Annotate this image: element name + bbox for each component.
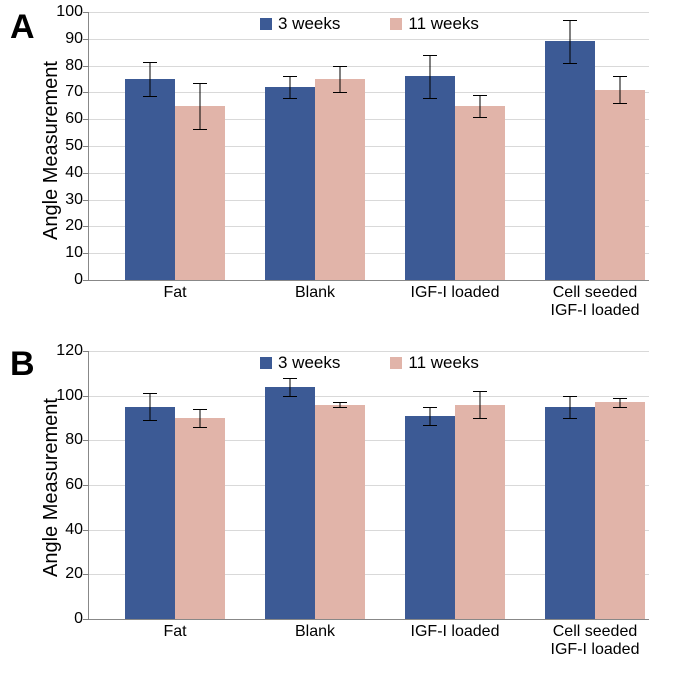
category-label: IGF-I loaded: [385, 619, 525, 641]
error-cap: [193, 83, 207, 84]
legend-a: 3 weeks 11 weeks: [260, 14, 479, 34]
error-stem: [620, 76, 621, 103]
bars-layer: [89, 351, 649, 619]
error-stem: [480, 391, 481, 418]
error-cap: [283, 378, 297, 379]
bar: [455, 106, 505, 280]
error-cap: [423, 98, 437, 99]
legend-b: 3 weeks 11 weeks: [260, 353, 479, 373]
legend-label: 3 weeks: [278, 353, 340, 373]
error-stem: [340, 66, 341, 93]
bar: [315, 79, 365, 280]
category-label: Fat: [105, 619, 245, 641]
error-cap: [333, 92, 347, 93]
error-cap: [473, 391, 487, 392]
plot-area-b: 020406080100120FatBlankIGF-I loadedCell …: [88, 351, 649, 620]
error-stem: [620, 398, 621, 407]
error-cap: [563, 20, 577, 21]
error-cap: [423, 55, 437, 56]
bar: [595, 90, 645, 280]
category-label: Cell seeded IGF-I loaded: [525, 280, 665, 321]
error-cap: [613, 398, 627, 399]
legend-label: 11 weeks: [408, 353, 479, 373]
error-cap: [563, 63, 577, 64]
plot-area-a: 0102030405060708090100FatBlankIGF-I load…: [88, 12, 649, 281]
legend-swatch: [260, 357, 272, 369]
bar: [405, 416, 455, 619]
error-stem: [150, 62, 151, 97]
bar: [315, 405, 365, 619]
panel-a: A Angle Measurement 01020304050607080901…: [0, 0, 680, 337]
category-label: Blank: [245, 619, 385, 641]
error-cap: [423, 407, 437, 408]
legend-swatch: [260, 18, 272, 30]
y-axis-title-b: Angle Measurement: [40, 398, 63, 577]
bars-layer: [89, 12, 649, 280]
error-cap: [333, 66, 347, 67]
y-axis-title-a: Angle Measurement: [40, 61, 63, 240]
error-cap: [473, 117, 487, 118]
error-cap: [283, 98, 297, 99]
error-cap: [193, 129, 207, 130]
error-cap: [423, 425, 437, 426]
error-cap: [143, 62, 157, 63]
legend-label: 11 weeks: [408, 14, 479, 34]
panel-letter-a: A: [10, 8, 35, 47]
error-stem: [480, 95, 481, 116]
bar: [545, 41, 595, 280]
bar: [125, 407, 175, 619]
error-stem: [430, 55, 431, 98]
legend-swatch: [390, 357, 402, 369]
y-tick-mark: [83, 280, 89, 281]
error-cap: [143, 393, 157, 394]
legend-item-s3: 3 weeks: [260, 353, 340, 373]
panel-b: B Angle Measurement 020406080100120FatBl…: [0, 337, 680, 687]
error-cap: [613, 103, 627, 104]
error-stem: [430, 407, 431, 425]
legend-swatch: [390, 18, 402, 30]
error-stem: [200, 409, 201, 427]
bar: [405, 76, 455, 280]
panel-letter-b: B: [10, 345, 35, 384]
bar: [455, 405, 505, 619]
error-stem: [150, 393, 151, 420]
error-stem: [570, 396, 571, 418]
error-cap: [333, 402, 347, 403]
error-cap: [333, 407, 347, 408]
category-label: Fat: [105, 280, 245, 302]
legend-item-s11: 11 weeks: [390, 353, 479, 373]
error-cap: [473, 418, 487, 419]
error-cap: [283, 76, 297, 77]
category-label: Cell seeded IGF-I loaded: [525, 619, 665, 660]
error-cap: [473, 95, 487, 96]
legend-label: 3 weeks: [278, 14, 340, 34]
error-cap: [563, 396, 577, 397]
error-stem: [200, 83, 201, 129]
error-stem: [290, 76, 291, 97]
error-cap: [193, 427, 207, 428]
error-cap: [143, 420, 157, 421]
bar: [175, 106, 225, 280]
bar: [125, 79, 175, 280]
y-tick-mark: [83, 619, 89, 620]
bar: [595, 402, 645, 619]
error-cap: [613, 76, 627, 77]
error-stem: [290, 378, 291, 396]
error-cap: [143, 96, 157, 97]
figure: A Angle Measurement 01020304050607080901…: [0, 0, 680, 687]
bar: [265, 87, 315, 280]
bar: [175, 418, 225, 619]
error-stem: [570, 20, 571, 63]
bar: [265, 387, 315, 619]
error-cap: [283, 396, 297, 397]
error-cap: [193, 409, 207, 410]
legend-item-s11: 11 weeks: [390, 14, 479, 34]
category-label: IGF-I loaded: [385, 280, 525, 302]
bar: [545, 407, 595, 619]
category-label: Blank: [245, 280, 385, 302]
error-cap: [613, 407, 627, 408]
error-cap: [563, 418, 577, 419]
legend-item-s3: 3 weeks: [260, 14, 340, 34]
